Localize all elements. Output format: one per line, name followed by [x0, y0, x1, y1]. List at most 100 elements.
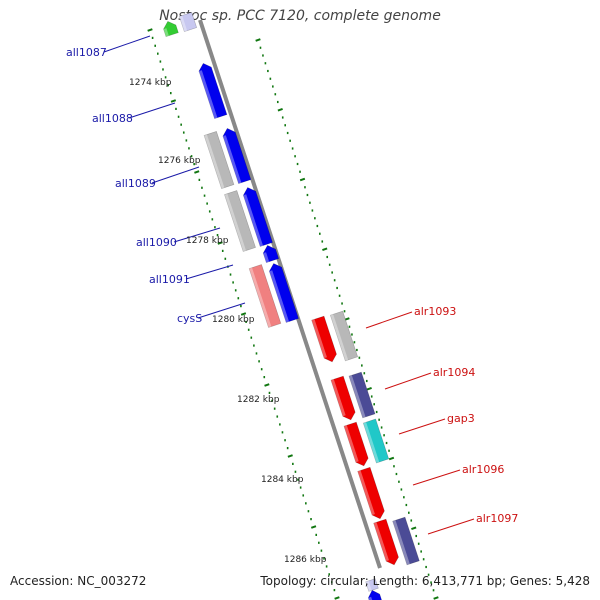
leader-line-3: [173, 227, 221, 243]
inner-tick: [217, 241, 223, 245]
gene-all1090b[interactable]: [261, 243, 280, 264]
outer-tick: [255, 38, 261, 42]
gene-body: [343, 421, 369, 467]
gene-gap3-red[interactable]: [343, 421, 370, 468]
gene-label-alr1093[interactable]: alr1093: [414, 305, 456, 318]
leader-line-7: [384, 372, 432, 390]
gene-body: [365, 578, 379, 592]
gene-highlight: [357, 470, 375, 516]
gene-body: [367, 589, 382, 600]
gene-gap3[interactable]: [362, 418, 390, 464]
inner-tick: [240, 312, 247, 316]
leader-line-10: [427, 518, 475, 535]
gene-highlight: [363, 422, 380, 463]
gene-alr1094[interactable]: [330, 375, 357, 422]
accession-text: Accession: NC_003272: [10, 574, 147, 588]
gene-body: [357, 466, 385, 520]
leader-line-6: [365, 311, 413, 329]
leader-line-2: [151, 166, 200, 184]
inner-tick: [194, 170, 200, 174]
gene-highlight: [348, 375, 366, 418]
ruler-label-1276: 1276 kbp: [158, 156, 201, 166]
gene-highlight: [179, 15, 188, 32]
outer-tick: [366, 386, 372, 391]
gene-alr1093[interactable]: [311, 315, 339, 364]
ruler-label-1286: 1286 kbp: [284, 555, 327, 565]
genome-summary-text: Topology: circular; Length: 6,413,771 bp…: [260, 574, 590, 588]
gene-body: [198, 63, 228, 120]
gene-all1090-gray[interactable]: [224, 190, 256, 252]
gene-label-all1089[interactable]: all1089: [115, 177, 156, 190]
gene-bottom-lavender[interactable]: [365, 578, 379, 592]
ruler-label-1284: 1284 kbp: [261, 475, 304, 485]
gene-body: [348, 371, 376, 419]
gene-alr1097[interactable]: [373, 518, 401, 567]
inner-tick: [287, 454, 293, 458]
gene-body: [224, 190, 256, 252]
gene-alr1094-navy[interactable]: [348, 371, 376, 419]
inner-tick: [334, 596, 340, 600]
gene-label-all1091[interactable]: all1091: [149, 273, 190, 286]
gene-body: [269, 263, 299, 323]
leader-line-4: [185, 264, 234, 280]
gene-unnamed-top[interactable]: [178, 11, 198, 33]
gene-body: [362, 418, 390, 464]
gene-highlight: [163, 28, 169, 37]
gene-highlight: [204, 134, 225, 189]
gene-alr1096[interactable]: [357, 466, 387, 520]
gene-body: [311, 315, 337, 363]
gene-all1089-gray[interactable]: [203, 130, 235, 190]
gene-highlight: [263, 252, 270, 263]
leader-line-1: [128, 102, 176, 119]
gene-label-alr1097[interactable]: alr1097: [476, 512, 518, 525]
gene-all1088[interactable]: [197, 61, 228, 120]
gene-bottom-blue[interactable]: [366, 588, 382, 600]
gene-label-all1087[interactable]: all1087: [66, 46, 107, 59]
outer-tick: [322, 247, 328, 252]
gene-label-alr1094[interactable]: alr1094: [433, 366, 475, 379]
gene-highlight: [269, 270, 290, 323]
gene-body: [178, 11, 198, 33]
gene-highlight: [222, 135, 242, 184]
gene-features: [162, 11, 420, 600]
gene-all1091[interactable]: [267, 261, 299, 323]
leader-line-9: [412, 469, 461, 486]
gene-body: [392, 516, 420, 566]
gene-label-alr1096[interactable]: alr1096: [462, 463, 504, 476]
gene-highlight: [373, 522, 389, 562]
gene-alr1093-gray[interactable]: [329, 310, 359, 362]
ruler-label-1278: 1278 kbp: [186, 236, 229, 246]
gene-all1090[interactable]: [241, 185, 273, 247]
label-leader-lines: [103, 35, 475, 535]
gene-body: [243, 187, 273, 247]
gene-highlight: [243, 194, 264, 247]
gene-alr1097-navy[interactable]: [392, 516, 420, 566]
inner-tick-track: [147, 28, 340, 600]
gene-highlight: [368, 596, 374, 600]
gene-label-cysS[interactable]: cysS: [177, 312, 202, 325]
gene-label-all1090[interactable]: all1090: [136, 236, 177, 249]
outer-tick: [388, 456, 395, 461]
ruler-label-1274: 1274 kbp: [129, 78, 172, 88]
gene-highlight: [330, 379, 346, 417]
gene-highlight: [392, 520, 410, 565]
gene-cysS-pink[interactable]: [248, 264, 282, 328]
gene-body: [248, 264, 282, 328]
gene-highlight: [343, 425, 359, 463]
gene-highlight: [249, 267, 272, 328]
ruler-label-1282: 1282 kbp: [237, 395, 280, 405]
gene-highlight: [330, 314, 349, 361]
gene-all1089[interactable]: [221, 126, 252, 185]
ruler-label-1280: 1280 kbp: [212, 315, 255, 325]
gene-highlight: [311, 319, 327, 359]
map-title: Nostoc sp. PCC 7120, complete genome: [159, 8, 441, 24]
gene-all1087[interactable]: [162, 19, 179, 38]
gene-body: [262, 245, 280, 264]
gene-label-all1088[interactable]: all1088: [92, 112, 133, 125]
gene-body: [163, 20, 179, 38]
leader-line-0: [103, 35, 151, 53]
gene-body: [222, 128, 252, 185]
gene-label-gap3[interactable]: gap3: [447, 412, 475, 425]
